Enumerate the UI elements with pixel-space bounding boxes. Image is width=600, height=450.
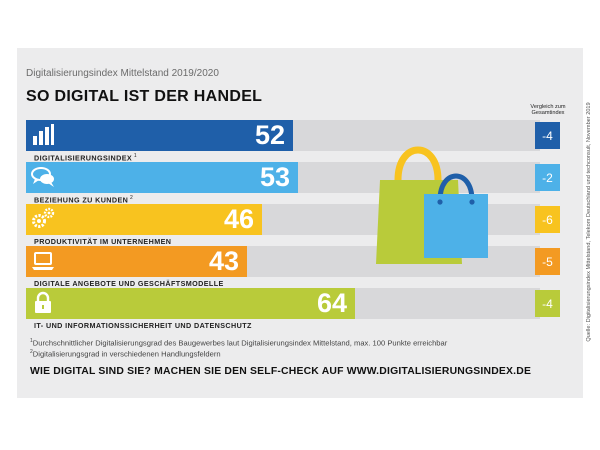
bar-value-label: 43 <box>208 246 239 276</box>
bar-category-label: IT- UND INFORMATIONSSICHERHEIT UND DATEN… <box>34 321 252 330</box>
page-title: SO DIGITAL IST DER HANDEL <box>26 88 263 105</box>
gears-icon <box>32 207 55 228</box>
bar-category-label: DIGITALE ANGEBOTE UND GESCHÄFTSMODELLE <box>34 279 224 288</box>
footnote-2: 2Digitalisierungsgrad in verschiedenen H… <box>30 349 221 359</box>
bar <box>26 204 262 235</box>
comparison-value: -4 <box>535 122 560 149</box>
bar-category-label: BEZIEHUNG ZU KUNDEN 2 <box>34 195 134 205</box>
subtitle: Digitalisierungsindex Mittelstand 2019/2… <box>26 68 219 79</box>
bar-category-label: DIGITALISIERUNGSINDEX 1 <box>34 153 138 163</box>
bar-value-label: 64 <box>316 288 347 318</box>
speech-bubbles-icon <box>31 167 54 187</box>
bar-value-label: 53 <box>259 162 290 192</box>
bar <box>26 288 355 319</box>
comparison-value: -4 <box>535 290 560 317</box>
self-check-cta: WIE DIGITAL SIND SIE? MACHEN SIE DEN SEL… <box>30 366 532 377</box>
shopping-bags-icon <box>376 146 488 264</box>
bar-category-label: PRODUKTIVITÄT IM UNTERNEHMEN <box>34 237 172 246</box>
bar <box>26 120 293 151</box>
padlock-icon <box>35 291 51 313</box>
footnote-1: 1Durchschnittlicher Digitalisierungsgrad… <box>30 338 448 348</box>
laptop-icon <box>32 252 54 270</box>
source-note: Quelle: Digitalisierungsindex Mittelstan… <box>586 102 592 342</box>
comparison-header: Vergleich zum Gesamtindex <box>530 104 566 117</box>
bar <box>26 162 298 193</box>
bar-chart-icon <box>33 124 54 145</box>
comparison-value: -2 <box>535 164 560 191</box>
bar-value-label: 52 <box>254 120 285 150</box>
comparison-value: -6 <box>535 206 560 233</box>
bar-value-label: 46 <box>223 204 254 234</box>
comparison-value: -5 <box>535 248 560 275</box>
bar <box>26 246 247 277</box>
